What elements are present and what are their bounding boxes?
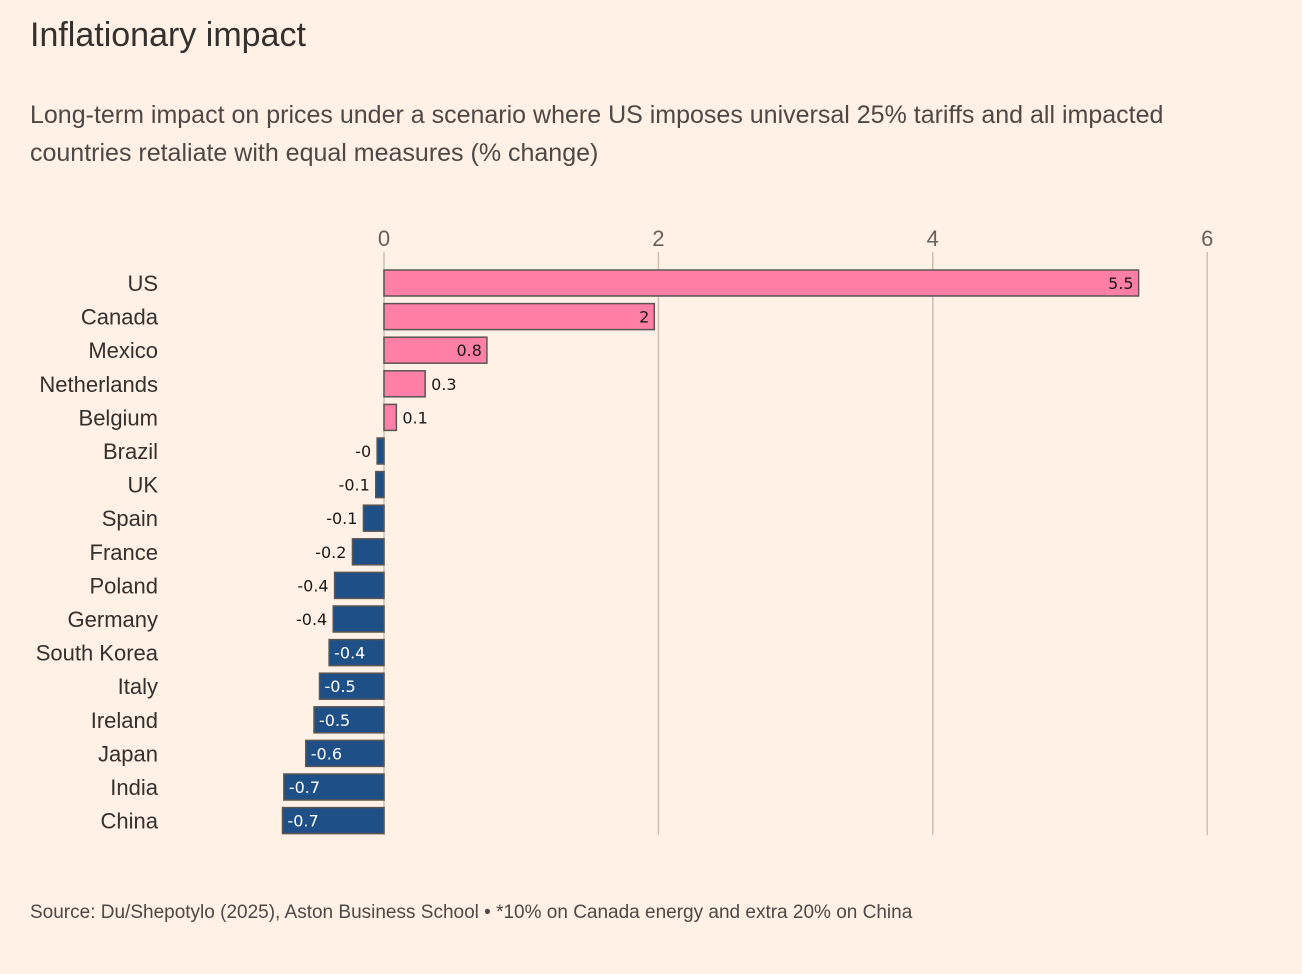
x-tick-label: 6 — [1201, 226, 1213, 251]
value-label: -0.7 — [289, 778, 320, 797]
category-label: France — [90, 540, 158, 565]
category-label: India — [110, 775, 158, 800]
x-tick-label: 4 — [927, 226, 939, 251]
category-label: Japan — [98, 741, 158, 766]
label-layer: US 5.5 Canada 2 Mexico 0.8 Netherlands 0.3 Belgi… — [36, 271, 1134, 834]
value-label: 5.5 — [1108, 274, 1133, 293]
bar-italy — [318, 672, 385, 700]
value-label: -0.2 — [315, 543, 346, 562]
bar-india — [283, 773, 385, 801]
bar-poland — [333, 571, 385, 600]
value-label: 2 — [639, 308, 649, 327]
value-label: -0 — [355, 442, 371, 461]
category-label: Spain — [102, 506, 158, 531]
bar-germany — [332, 605, 385, 633]
bar-belgium — [383, 403, 398, 432]
category-label: Brazil — [103, 439, 158, 464]
value-label: -0.1 — [326, 509, 357, 528]
value-label: -0.4 — [334, 644, 365, 663]
bar-south-korea — [328, 638, 385, 667]
category-label: US — [127, 271, 158, 296]
value-label: 0.1 — [402, 408, 427, 427]
bar-ireland — [313, 706, 385, 734]
value-label: 0.3 — [431, 375, 456, 394]
category-label: UK — [127, 473, 158, 498]
category-label: Canada — [81, 305, 159, 330]
value-label: -0.7 — [287, 812, 318, 831]
category-label: Ireland — [91, 708, 158, 733]
category-label: Belgium — [79, 405, 158, 430]
category-label: Poland — [89, 573, 158, 598]
category-label: China — [101, 809, 159, 834]
value-label: -0.4 — [297, 576, 328, 595]
bar-brazil — [376, 437, 385, 465]
bar-layer — [281, 269, 1140, 835]
category-label: Germany — [68, 607, 158, 632]
bar-spain — [362, 504, 385, 532]
source-note: Source: Du/Shepotylo (2025), Aston Busin… — [30, 902, 913, 923]
bar-chart: 0 2 4 6 US 5.5 Canada 2 Mexico 0.8 Netherlands 0.3… — [36, 226, 1213, 835]
bar-japan — [305, 739, 385, 768]
value-label: -0.6 — [311, 744, 342, 763]
bar-canada — [383, 302, 656, 331]
chart-title: Inflationary impact — [30, 16, 306, 54]
bar-uk — [375, 470, 385, 499]
grid-layer: 0 2 4 6 — [378, 226, 1213, 835]
bar-mexico — [383, 336, 488, 364]
category-label: Netherlands — [39, 372, 158, 397]
bar-us — [383, 269, 1140, 297]
bar-china — [281, 806, 385, 835]
bar-france — [351, 538, 385, 566]
value-label: 0.8 — [456, 341, 481, 360]
chart-subtitle: Long-term impact on prices under a scena… — [30, 101, 1164, 167]
value-label: -0.1 — [339, 476, 370, 495]
value-label: -0.5 — [325, 677, 356, 696]
category-label: Mexico — [88, 338, 158, 363]
bar-netherlands — [383, 370, 426, 398]
x-tick-label: 0 — [378, 226, 390, 251]
category-label: South Korea — [36, 641, 159, 666]
category-label: Italy — [118, 674, 158, 699]
value-label: -0.5 — [319, 711, 350, 730]
value-label: -0.4 — [296, 610, 327, 629]
x-tick-label: 2 — [652, 226, 664, 251]
